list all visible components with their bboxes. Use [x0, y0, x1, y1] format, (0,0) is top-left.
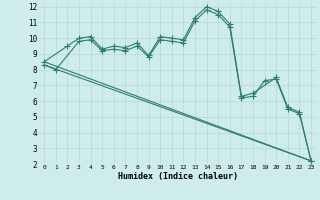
X-axis label: Humidex (Indice chaleur): Humidex (Indice chaleur): [118, 172, 238, 181]
